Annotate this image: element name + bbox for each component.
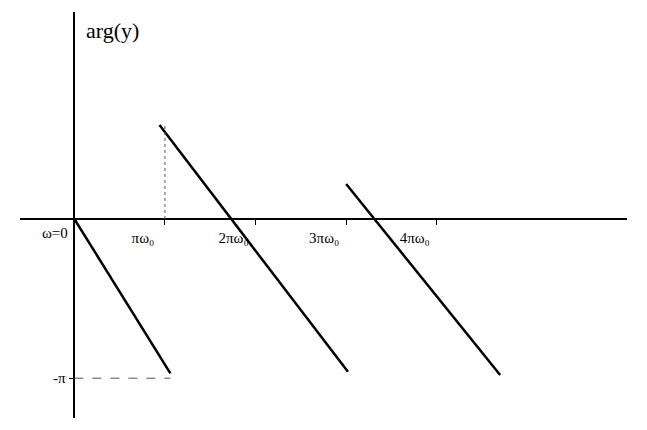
svg-text:ω=0: ω=0 — [42, 225, 68, 241]
svg-text:-π: -π — [53, 370, 66, 386]
svg-text:2πω₀: 2πω₀ — [218, 230, 248, 246]
svg-text:3πω₀: 3πω₀ — [309, 230, 339, 246]
svg-text:arg(y): arg(y) — [86, 18, 139, 43]
svg-text:πω₀: πω₀ — [132, 230, 155, 246]
svg-text:4πω₀: 4πω₀ — [400, 230, 430, 246]
